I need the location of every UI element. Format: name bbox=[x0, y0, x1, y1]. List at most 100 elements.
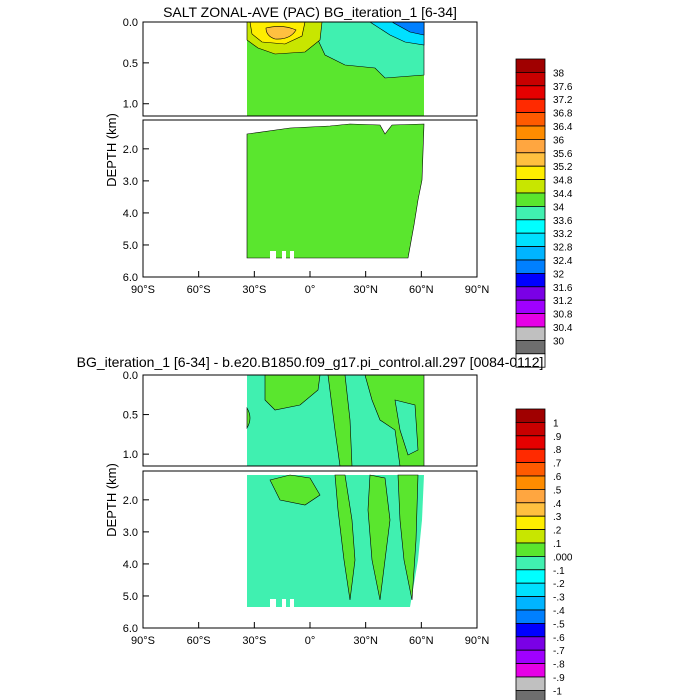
y-tick-label: 2.0 bbox=[123, 144, 138, 156]
colorbar-label: 35.2 bbox=[553, 162, 573, 173]
x-tick-label: 60°N bbox=[409, 284, 434, 296]
x-tick-label: 90°S bbox=[131, 284, 155, 296]
x-tick-label: 90°N bbox=[465, 284, 490, 296]
colorbar-swatch bbox=[515, 98, 546, 113]
colorbar-swatch bbox=[515, 636, 546, 651]
colorbar-swatch bbox=[515, 326, 546, 341]
y-tick-label: 1.0 bbox=[123, 99, 138, 111]
y-tick-label: 0.0 bbox=[123, 370, 138, 382]
colorbar-label: 31.2 bbox=[553, 296, 573, 307]
colorbar-label: .2 bbox=[553, 526, 562, 537]
colorbar-swatch bbox=[515, 596, 546, 611]
colorbar-swatch bbox=[515, 313, 546, 328]
colorbar-swatch bbox=[515, 690, 546, 700]
colorbar-label: 33.2 bbox=[553, 229, 573, 240]
colorbar-label: .6 bbox=[553, 472, 562, 483]
colorbar-swatch bbox=[515, 299, 546, 315]
y-tick-label: 0.5 bbox=[123, 58, 138, 70]
panel2-positive-region bbox=[397, 474, 419, 601]
colorbar-swatch bbox=[515, 272, 546, 288]
panel1-mask-gap bbox=[282, 251, 286, 259]
panel1-colorbar: 38 37.6 37.2 36.8 36.4 36 35.6 35.2 34.8 34.4 34 33… bbox=[515, 58, 573, 368]
panel1-max-salinity-core bbox=[265, 26, 297, 40]
colorbar-swatch bbox=[515, 582, 546, 598]
colorbar-swatch bbox=[515, 205, 546, 221]
y-tick-label: 3.0 bbox=[123, 176, 138, 188]
colorbar-label: .8 bbox=[553, 445, 562, 456]
colorbar-swatch bbox=[515, 232, 546, 247]
colorbar-swatch bbox=[515, 529, 546, 544]
x-tick-label: 90°S bbox=[131, 635, 155, 647]
colorbar-swatch bbox=[515, 502, 546, 517]
x-tick-label: 30°N bbox=[353, 635, 378, 647]
colorbar-swatch bbox=[515, 85, 546, 100]
y-tick-label: 0.5 bbox=[123, 410, 138, 422]
colorbar-label: 36 bbox=[553, 135, 565, 146]
panel1-mask-gap bbox=[290, 251, 294, 259]
panel2-title: BG_iteration_1 [6-34] - b.e20.B1850.f09_… bbox=[77, 354, 544, 370]
x-tick-label: 0° bbox=[305, 284, 316, 296]
colorbar-label: 34.8 bbox=[553, 176, 573, 187]
colorbar-label: 35.6 bbox=[553, 149, 573, 160]
colorbar-swatch bbox=[515, 462, 546, 477]
colorbar-label: -.9 bbox=[553, 673, 565, 684]
panel2-fields bbox=[246, 374, 425, 608]
panel2-positive-region bbox=[269, 474, 321, 506]
colorbar-label: -.7 bbox=[553, 646, 565, 657]
x-tick-label: 60°S bbox=[187, 635, 211, 647]
colorbar-swatch bbox=[515, 542, 546, 557]
panel2-mask-gap bbox=[282, 599, 286, 608]
colorbar-swatch bbox=[515, 676, 546, 691]
panel1-ticks: 90°S 60°S 30°S 0° 30°N 60°N 90°N 0.0 0.5 1.0 2.0 3.… bbox=[123, 17, 490, 296]
colorbar-swatch bbox=[515, 72, 546, 87]
colorbar-label: 37.6 bbox=[553, 82, 573, 93]
colorbar-swatch bbox=[515, 488, 546, 504]
colorbar-swatch bbox=[515, 125, 546, 140]
colorbar-swatch bbox=[515, 421, 546, 437]
x-tick-label: 30°S bbox=[242, 635, 266, 647]
panel2-ylabel: DEPTH (km) bbox=[104, 463, 119, 537]
colorbar-swatch bbox=[515, 663, 546, 678]
panel2-mask-gap bbox=[270, 599, 276, 608]
panel2-positive-region bbox=[367, 474, 391, 601]
panel1-fields bbox=[246, 21, 425, 259]
colorbar-label: 36.8 bbox=[553, 109, 573, 120]
y-tick-label: 2.0 bbox=[123, 495, 138, 507]
colorbar-swatch bbox=[515, 138, 546, 154]
colorbar-label: 32 bbox=[553, 269, 565, 280]
colorbar-label: .3 bbox=[553, 512, 562, 523]
colorbar-label: -.2 bbox=[553, 579, 565, 590]
panel2-neutral-pocket bbox=[394, 399, 419, 456]
x-tick-label: 30°N bbox=[353, 284, 378, 296]
colorbar-label: 38 bbox=[553, 68, 565, 79]
colorbar-swatch bbox=[515, 152, 546, 167]
colorbar-swatch bbox=[515, 353, 546, 368]
y-tick-label: 4.0 bbox=[123, 559, 138, 571]
colorbar-swatch bbox=[515, 192, 546, 207]
y-tick-label: 5.0 bbox=[123, 591, 138, 603]
colorbar-label: .5 bbox=[553, 485, 562, 496]
y-tick-label: 6.0 bbox=[123, 272, 138, 284]
colorbar-swatch bbox=[515, 569, 546, 584]
colorbar-swatch bbox=[515, 448, 546, 464]
colorbar-label: -.4 bbox=[553, 606, 565, 617]
x-tick-label: 90°N bbox=[465, 635, 490, 647]
colorbar-swatch bbox=[515, 286, 546, 301]
colorbar-label: 30.8 bbox=[553, 310, 573, 321]
colorbar-swatch bbox=[515, 339, 546, 355]
colorbar-label: 36.4 bbox=[553, 122, 573, 133]
colorbar-label: -.1 bbox=[553, 566, 565, 577]
x-tick-label: 60°N bbox=[409, 635, 434, 647]
colorbar-label: .9 bbox=[553, 432, 562, 443]
colorbar-label: .4 bbox=[553, 499, 562, 510]
colorbar-label: 34 bbox=[553, 202, 565, 213]
colorbar-swatch bbox=[515, 219, 546, 234]
colorbar-label: 1 bbox=[553, 418, 559, 429]
panel2-ticks: 90°S 60°S 30°S 0° 30°N 60°N 90°N 0.0 0.5 1.0 2.0 3.… bbox=[123, 370, 490, 647]
x-tick-label: 0° bbox=[305, 635, 316, 647]
y-tick-label: 6.0 bbox=[123, 623, 138, 635]
colorbar-swatch bbox=[515, 623, 546, 638]
colorbar-swatch bbox=[515, 112, 546, 127]
colorbar-swatch bbox=[515, 246, 546, 261]
